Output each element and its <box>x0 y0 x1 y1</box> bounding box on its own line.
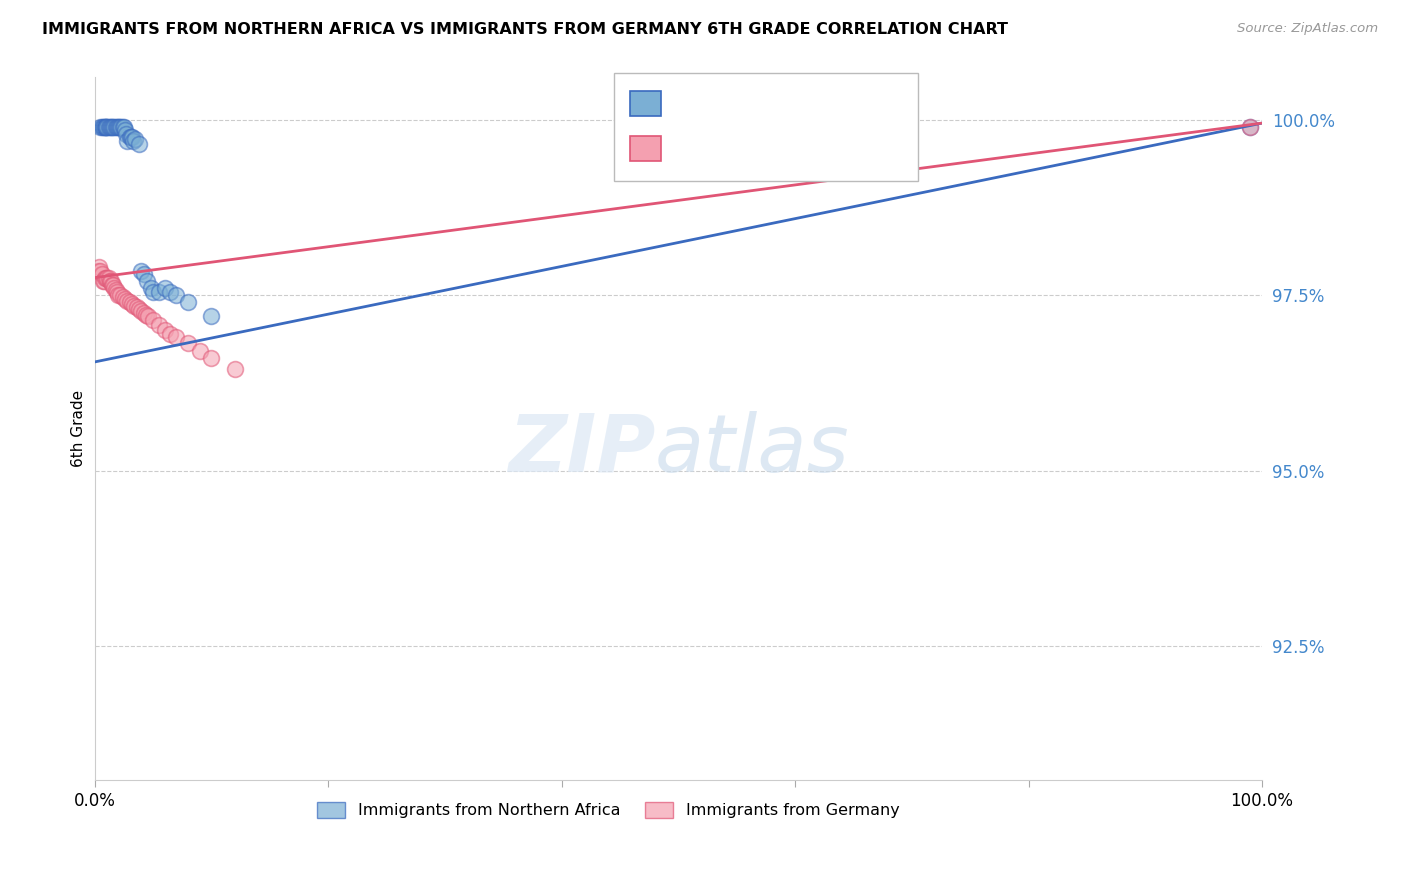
Point <box>200 351 222 366</box>
Point <box>139 281 162 295</box>
Point <box>90 267 112 281</box>
Point <box>96 120 118 134</box>
Point <box>132 267 155 281</box>
Point <box>110 120 132 134</box>
Point <box>177 295 200 310</box>
Point <box>98 274 121 288</box>
Point <box>101 277 124 292</box>
Point <box>87 263 110 277</box>
Point <box>89 260 111 274</box>
Point <box>101 120 124 134</box>
Point <box>224 362 246 376</box>
Point <box>100 120 122 134</box>
Point <box>122 134 145 148</box>
Point <box>153 323 176 337</box>
Point <box>135 308 157 322</box>
Point <box>121 296 143 310</box>
Point <box>96 270 118 285</box>
Point <box>165 288 187 302</box>
Point <box>118 130 141 145</box>
Point <box>93 120 115 134</box>
Point <box>124 132 146 146</box>
Point <box>107 288 129 302</box>
Point <box>98 120 121 134</box>
Point <box>103 120 125 134</box>
Point <box>114 292 136 306</box>
Point <box>96 270 118 285</box>
Point <box>111 120 134 134</box>
Point <box>129 263 152 277</box>
Point <box>153 281 176 295</box>
Point <box>118 295 141 310</box>
Text: Source: ZipAtlas.com: Source: ZipAtlas.com <box>1237 22 1378 36</box>
Point <box>89 263 111 277</box>
Point <box>93 274 115 288</box>
Point <box>200 310 222 324</box>
Point <box>110 288 132 302</box>
Text: R = 0.522   N = 41: R = 0.522 N = 41 <box>671 139 855 157</box>
Point <box>132 306 155 320</box>
Point <box>142 285 165 299</box>
Point <box>108 120 131 134</box>
Point <box>128 302 150 317</box>
Point <box>91 120 114 134</box>
Point <box>94 120 117 134</box>
Point <box>91 274 114 288</box>
Point <box>188 344 211 359</box>
Point <box>142 313 165 327</box>
Point <box>165 330 187 344</box>
Point <box>90 120 112 134</box>
Point <box>120 130 142 145</box>
Point <box>104 283 127 297</box>
Point <box>111 290 134 304</box>
Point <box>94 270 117 285</box>
Point <box>1239 120 1261 134</box>
Point <box>103 120 125 134</box>
Y-axis label: 6th Grade: 6th Grade <box>72 390 86 467</box>
Point <box>129 303 152 318</box>
Point <box>128 137 150 152</box>
Point <box>136 310 159 324</box>
Point <box>100 274 122 288</box>
Point <box>177 336 200 351</box>
Point <box>117 293 139 308</box>
Text: atlas: atlas <box>655 411 849 489</box>
Point <box>125 300 148 314</box>
Point <box>97 120 120 134</box>
Point <box>148 318 170 332</box>
Point <box>148 285 170 299</box>
Point <box>159 285 181 299</box>
Point <box>104 120 127 134</box>
Point <box>122 299 145 313</box>
Point <box>103 281 125 295</box>
Point <box>107 120 129 134</box>
Point <box>105 120 128 134</box>
Point <box>115 127 138 141</box>
Text: ZIP: ZIP <box>508 411 655 489</box>
Point <box>121 130 143 145</box>
Point <box>112 120 135 134</box>
Point <box>105 285 128 299</box>
Point <box>96 120 118 134</box>
Point <box>114 123 136 137</box>
Point <box>96 120 118 134</box>
Point <box>89 120 111 134</box>
Legend: Immigrants from Northern Africa, Immigrants from Germany: Immigrants from Northern Africa, Immigra… <box>311 796 907 825</box>
Point <box>117 134 139 148</box>
Point <box>136 274 159 288</box>
Point <box>1239 120 1261 134</box>
Point <box>159 326 181 341</box>
Point <box>103 277 125 292</box>
Point <box>97 270 120 285</box>
Point <box>110 120 132 134</box>
Text: R = 0.548   N = 44: R = 0.548 N = 44 <box>671 95 855 112</box>
Point <box>96 120 118 134</box>
Text: IMMIGRANTS FROM NORTHERN AFRICA VS IMMIGRANTS FROM GERMANY 6TH GRADE CORRELATION: IMMIGRANTS FROM NORTHERN AFRICA VS IMMIG… <box>42 22 1008 37</box>
